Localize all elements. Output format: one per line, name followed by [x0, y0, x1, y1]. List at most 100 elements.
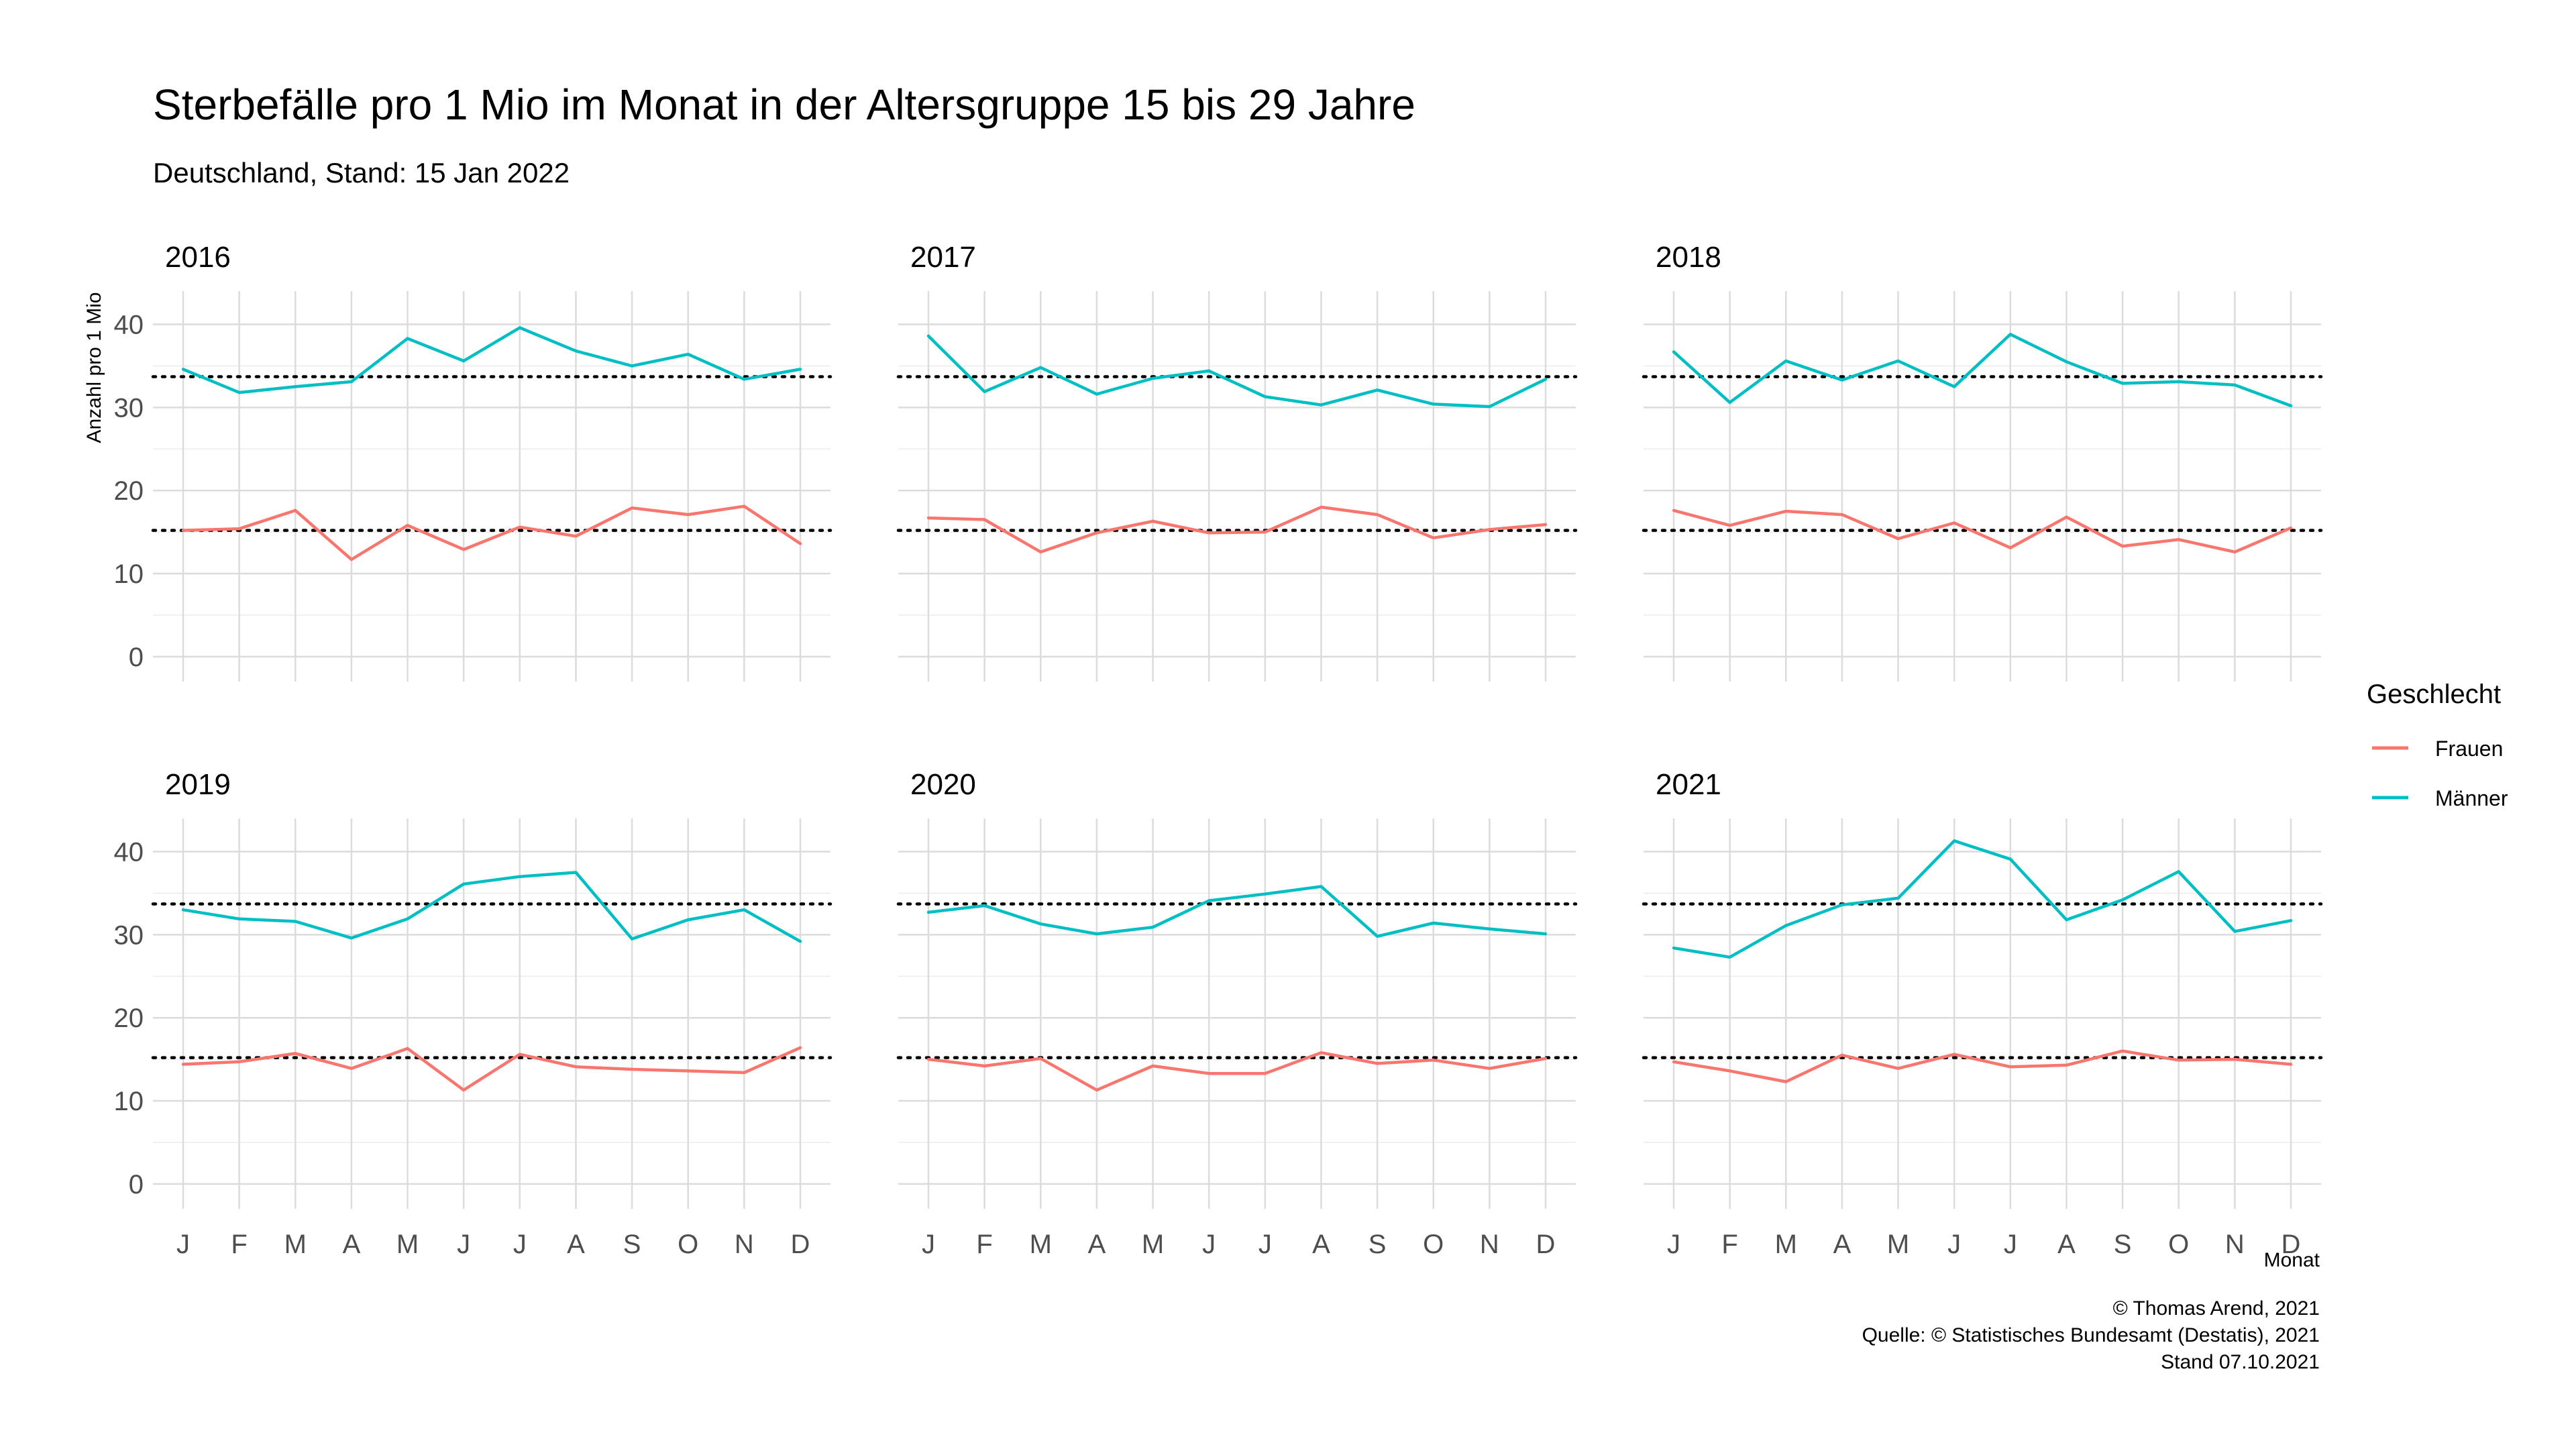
data-point-frauen: [1952, 1053, 1956, 1056]
data-point-maenner: [2008, 857, 2012, 861]
data-point-frauen: [406, 524, 409, 527]
data-point-maenner: [1488, 405, 1491, 409]
x-tick-label: M: [1142, 1230, 1164, 1259]
data-point-frauen: [1039, 550, 1042, 554]
x-tick-label: N: [1480, 1230, 1499, 1259]
chart-title: Sterbefälle pro 1 Mio im Monat in der Al…: [153, 80, 1415, 129]
data-point-maenner: [743, 908, 746, 912]
data-point-frauen: [1728, 524, 1731, 527]
data-point-maenner: [2121, 382, 2125, 385]
x-tick-label: J: [1947, 1230, 1961, 1259]
data-point-maenner: [1952, 385, 1956, 388]
data-point-frauen: [574, 1065, 578, 1069]
data-point-frauen: [294, 1052, 297, 1055]
x-tick-label: F: [976, 1230, 992, 1259]
data-point-maenner: [1095, 392, 1099, 396]
data-point-frauen: [1544, 1057, 1548, 1061]
data-point-maenner: [2065, 360, 2068, 364]
legend-title: Geschlecht: [2367, 680, 2501, 709]
data-point-maenner: [2121, 898, 2125, 902]
x-tick-label: D: [2282, 1230, 2301, 1259]
caption-line-1: © Thomas Arend, 2021: [2113, 1297, 2320, 1320]
data-point-frauen: [1095, 1088, 1099, 1092]
data-point-maenner: [2233, 930, 2237, 933]
data-point-maenner: [406, 337, 409, 340]
data-point-maenner: [1728, 400, 1731, 405]
data-point-frauen: [1207, 1071, 1211, 1075]
data-point-maenner: [2233, 383, 2237, 387]
data-point-maenner: [686, 352, 690, 356]
panel-label: 2020: [910, 768, 976, 801]
data-point-maenner: [1151, 926, 1155, 929]
x-tick-label: A: [1833, 1230, 1851, 1259]
x-tick-label: S: [1368, 1230, 1387, 1259]
data-point-maenner: [1840, 903, 1844, 906]
panel-2018: 2018: [1642, 241, 2323, 682]
y-tick-label: 40: [114, 838, 144, 867]
data-point-maenner: [983, 904, 986, 908]
data-point-maenner: [1151, 376, 1155, 380]
legend: Geschlecht Frauen Männer: [2367, 680, 2508, 810]
legend-label-frauen: Frauen: [2435, 737, 2503, 761]
x-tick-label: A: [343, 1230, 361, 1259]
data-point-maenner: [1672, 946, 1676, 950]
data-point-frauen: [1672, 1060, 1676, 1064]
x-tick-label: O: [2168, 1230, 2189, 1259]
caption-line-3: Stand 07.10.2021: [2161, 1351, 2320, 1373]
y-tick-label: 30: [114, 920, 144, 950]
data-point-frauen: [926, 516, 930, 520]
x-tick-label: J: [176, 1230, 190, 1259]
data-point-frauen: [2008, 546, 2012, 549]
chart-subtitle: Deutschland, Stand: 15 Jan 2022: [153, 157, 570, 189]
data-point-maenner: [2065, 918, 2068, 922]
x-tick-label: J: [457, 1230, 470, 1259]
data-point-maenner: [2177, 380, 2180, 384]
x-tick-label: M: [1887, 1230, 1909, 1259]
data-point-maenner: [1728, 955, 1731, 959]
data-point-frauen: [1672, 508, 1676, 513]
data-point-maenner: [462, 882, 466, 886]
x-tick-label: J: [1202, 1230, 1216, 1259]
data-point-maenner: [2289, 404, 2293, 408]
series-line-frauen: [1673, 1049, 2292, 1083]
data-point-frauen: [743, 504, 746, 508]
panel-label: 2021: [1656, 768, 1721, 801]
y-tick-label: 20: [114, 1004, 144, 1033]
data-point-frauen: [1151, 1064, 1155, 1068]
x-tick-label: J: [513, 1230, 527, 1259]
x-axis-title: Monat: [2264, 1249, 2320, 1271]
series-line-frauen: [928, 1051, 1546, 1092]
data-point-frauen: [237, 527, 241, 531]
data-point-maenner: [686, 918, 690, 922]
data-point-frauen: [2177, 538, 2180, 541]
data-point-frauen: [1095, 531, 1099, 535]
data-point-maenner: [1320, 403, 1323, 407]
data-point-frauen: [518, 1053, 522, 1056]
x-tick-label: M: [284, 1230, 307, 1259]
data-point-frauen: [1728, 1069, 1731, 1073]
x-tick-label: N: [2225, 1230, 2245, 1259]
data-point-frauen: [1207, 531, 1211, 535]
data-point-frauen: [2177, 1059, 2180, 1062]
data-point-frauen: [1263, 1071, 1267, 1075]
caption: © Thomas Arend, 2021 Quelle: © Statistis…: [1862, 1297, 2320, 1373]
x-tick-label: J: [1258, 1230, 1272, 1259]
data-point-frauen: [350, 1067, 354, 1070]
data-point-frauen: [1432, 1059, 1435, 1062]
data-point-frauen: [686, 513, 690, 517]
data-point-maenner: [798, 940, 802, 943]
data-point-maenner: [237, 390, 241, 394]
y-tick-label: 40: [114, 311, 144, 340]
y-tick-label: 0: [129, 643, 144, 672]
x-tick-label: F: [1721, 1230, 1737, 1259]
data-point-maenner: [2008, 333, 2012, 336]
data-point-maenner: [1432, 921, 1435, 925]
y-tick-label: 10: [114, 1087, 144, 1116]
panel-2021: 2021 J F M A M J J A S O N D: [1642, 768, 2323, 1259]
data-point-maenner: [1896, 896, 1900, 900]
data-point-maenner: [1375, 934, 1379, 938]
data-point-maenner: [798, 368, 802, 371]
series-line-maenner: [182, 326, 801, 394]
data-point-frauen: [237, 1060, 241, 1064]
x-tick-label: J: [2004, 1230, 2017, 1259]
